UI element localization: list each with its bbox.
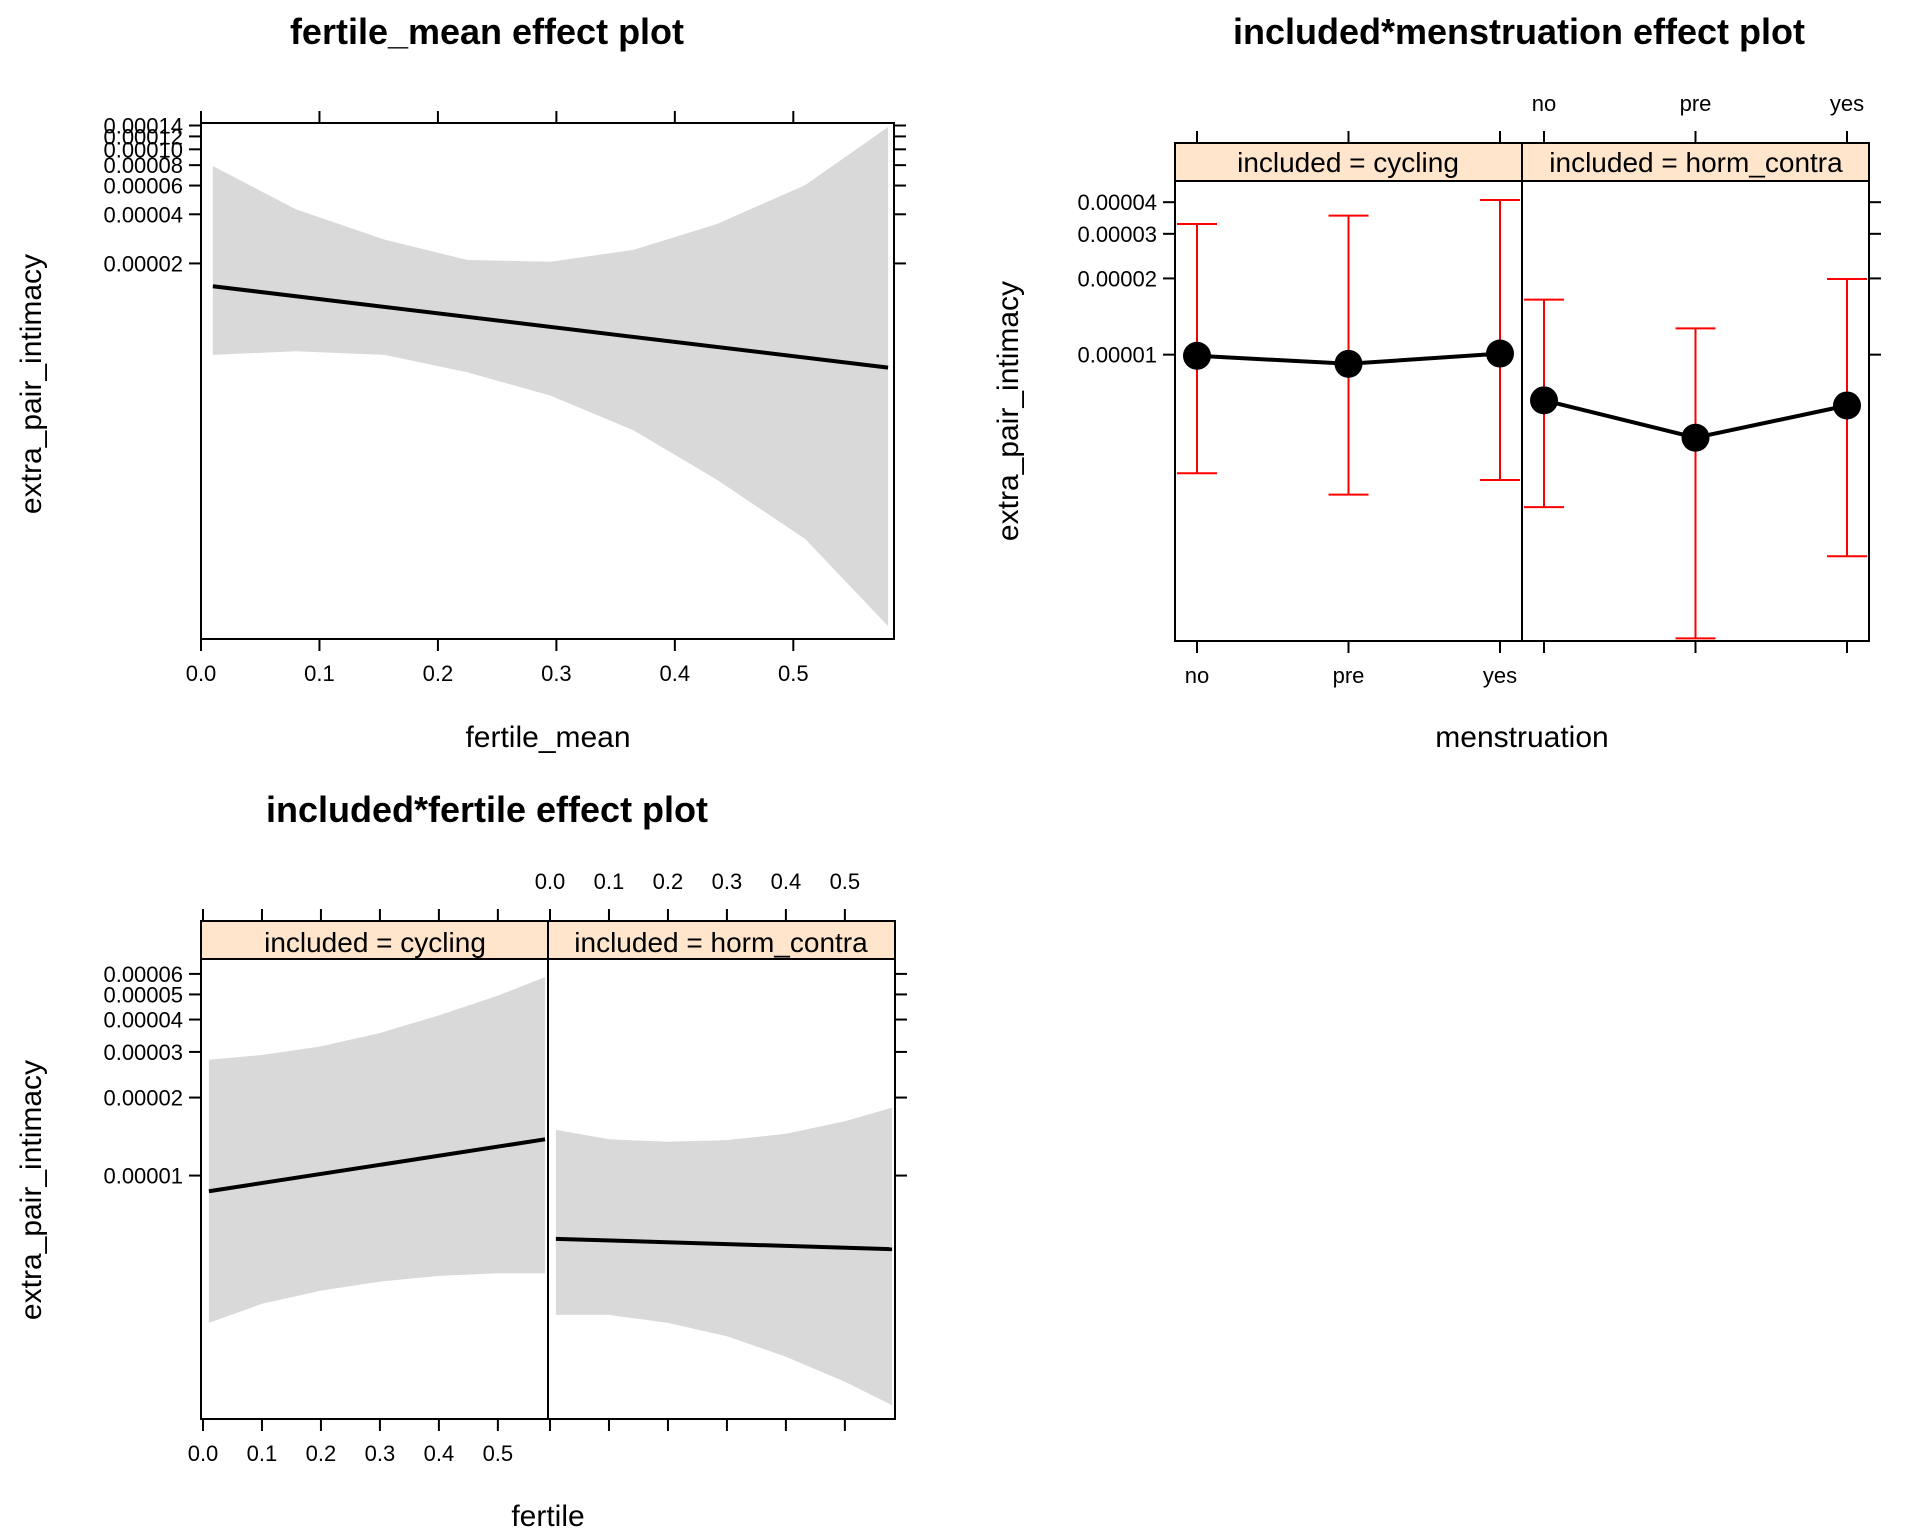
- effect-line: [208, 1137, 546, 1194]
- effect-line: [555, 1236, 893, 1252]
- x-tick-label: 0.3: [541, 661, 572, 686]
- x-tick-label: 0.2: [306, 1441, 337, 1466]
- chart2-ylabel: extra_pair_intimacy: [992, 281, 1025, 541]
- confidence-band: [208, 977, 546, 1323]
- y-tick-label: 0.00004: [1077, 190, 1157, 215]
- chart3-strip-horm-contra: [547, 920, 896, 960]
- y-tick-label: 0.00004: [103, 1008, 183, 1033]
- y-tick-label: 0.00006: [103, 962, 183, 987]
- y-tick-label: 0.00003: [103, 1040, 183, 1065]
- x-tick-label: yes: [1483, 663, 1517, 688]
- chart2-xlabel: menstruation: [1435, 721, 1608, 754]
- chart3-strip-cycling-label: included = cycling: [264, 927, 486, 958]
- y-tick-label: 0.00001: [1077, 343, 1157, 368]
- chart3-data-layer: [208, 977, 893, 1406]
- chart3-strip-horm-contra-label: included = horm_contra: [574, 927, 868, 958]
- chart2-axes: no no pre pre yes yes 0.00001 0.00002 0.00003 0.0…: [1077, 91, 1881, 688]
- x-tick-label-top: 0.0: [535, 869, 566, 894]
- x-tick-label-top: 0.4: [771, 869, 802, 894]
- panel-cycling-data: [208, 977, 546, 1323]
- x-tick-label: 0.0: [186, 661, 217, 686]
- chart2-strip-horm-contra: [1521, 142, 1870, 182]
- effect-point: [1681, 423, 1710, 452]
- x-tick-label: 0.5: [778, 661, 809, 686]
- effect-point: [1334, 349, 1363, 378]
- x-tick-label: no: [1185, 663, 1209, 688]
- x-tick-label-top: 0.1: [594, 869, 625, 894]
- y-tick-label: 0.00014: [103, 113, 183, 138]
- panel-cycling-data: [1177, 199, 1520, 496]
- x-tick-label: 0.1: [304, 661, 335, 686]
- chart3-panel-horm-contra-frame: [547, 958, 896, 1420]
- y-tick-label: 0.00004: [103, 202, 183, 227]
- chart3-xlabel: fertile: [511, 1500, 584, 1533]
- chart-included-menstruation: included*menstruation effect plot includ…: [992, 11, 1881, 754]
- chart1-frame: [200, 122, 895, 640]
- y-tick-label: 0.00005: [103, 982, 183, 1007]
- y-tick-label: 0.00002: [1077, 266, 1157, 291]
- x-tick-label-top: 0.5: [830, 869, 861, 894]
- x-tick-label: 0.5: [483, 1441, 514, 1466]
- x-tick-label: 0.1: [247, 1441, 278, 1466]
- chart2-data-layer: [1177, 199, 1867, 640]
- effect-point: [1183, 341, 1211, 370]
- chart1-band-layer: [212, 127, 889, 627]
- x-tick-label-top: 0.2: [653, 869, 684, 894]
- x-tick-label: 0.2: [423, 661, 454, 686]
- x-tick-label: 0.4: [424, 1441, 455, 1466]
- panel-horm-contra-data: [555, 1107, 893, 1406]
- chart1-ylabel: extra_pair_intimacy: [15, 254, 48, 514]
- confidence-band: [212, 127, 889, 627]
- effect-line: [212, 284, 889, 370]
- chart1-line-layer: [212, 284, 889, 370]
- chart3-strip-cycling: [200, 920, 549, 960]
- effect-point: [1486, 339, 1514, 368]
- chart2-strip-cycling-label: included = cycling: [1237, 147, 1459, 178]
- chart3-title: included*fertile effect plot: [266, 789, 708, 830]
- x-tick-label-top: pre: [1680, 91, 1712, 116]
- chart-included-fertile: included*fertile effect plot included = …: [15, 789, 907, 1533]
- x-tick-label-top: no: [1532, 91, 1556, 116]
- confidence-band: [555, 1107, 893, 1406]
- x-tick-label-top: yes: [1830, 91, 1864, 116]
- x-tick-label: 0.0: [188, 1441, 219, 1466]
- x-tick-label: pre: [1333, 663, 1365, 688]
- effect-point: [1530, 386, 1558, 415]
- y-tick-label: 0.00001: [103, 1164, 183, 1189]
- y-tick-label: 0.00002: [103, 251, 183, 276]
- chart2-title: included*menstruation effect plot: [1233, 11, 1805, 52]
- chart-fertile-mean: fertile_mean effect plot 0.0 0.1 0.2 0.3 0.4…: [15, 11, 906, 754]
- y-tick-label: 0.00008: [103, 153, 183, 178]
- chart1-xlabel: fertile_mean: [465, 721, 630, 754]
- panel-horm-contra-data: [1524, 277, 1867, 640]
- y-tick-label: 0.00012: [103, 124, 183, 149]
- chart2-strip-horm-contra-label: included = horm_contra: [1549, 147, 1843, 178]
- y-tick-label: 0.00010: [103, 137, 183, 162]
- y-tick-label: 0.00003: [1077, 222, 1157, 247]
- chart1-axes: 0.0 0.1 0.2 0.3 0.4 0.50.000020.000040.000060…: [103, 111, 906, 686]
- chart3-axes: 0.0 0.1 0.2 0.3 0.4 0.5 0.0 0.1 0.2 0.3 0.4 0.5 0.00…: [103, 869, 907, 1466]
- y-tick-label: 0.00002: [103, 1086, 183, 1111]
- x-tick-label: 0.3: [365, 1441, 396, 1466]
- effect-point: [1833, 391, 1861, 420]
- y-tick-label: 0.00006: [103, 174, 183, 199]
- chart3-ylabel: extra_pair_intimacy: [15, 1060, 48, 1320]
- x-tick-label-top: 0.3: [712, 869, 743, 894]
- chart1-title: fertile_mean effect plot: [290, 11, 684, 52]
- x-tick-label: 0.4: [660, 661, 691, 686]
